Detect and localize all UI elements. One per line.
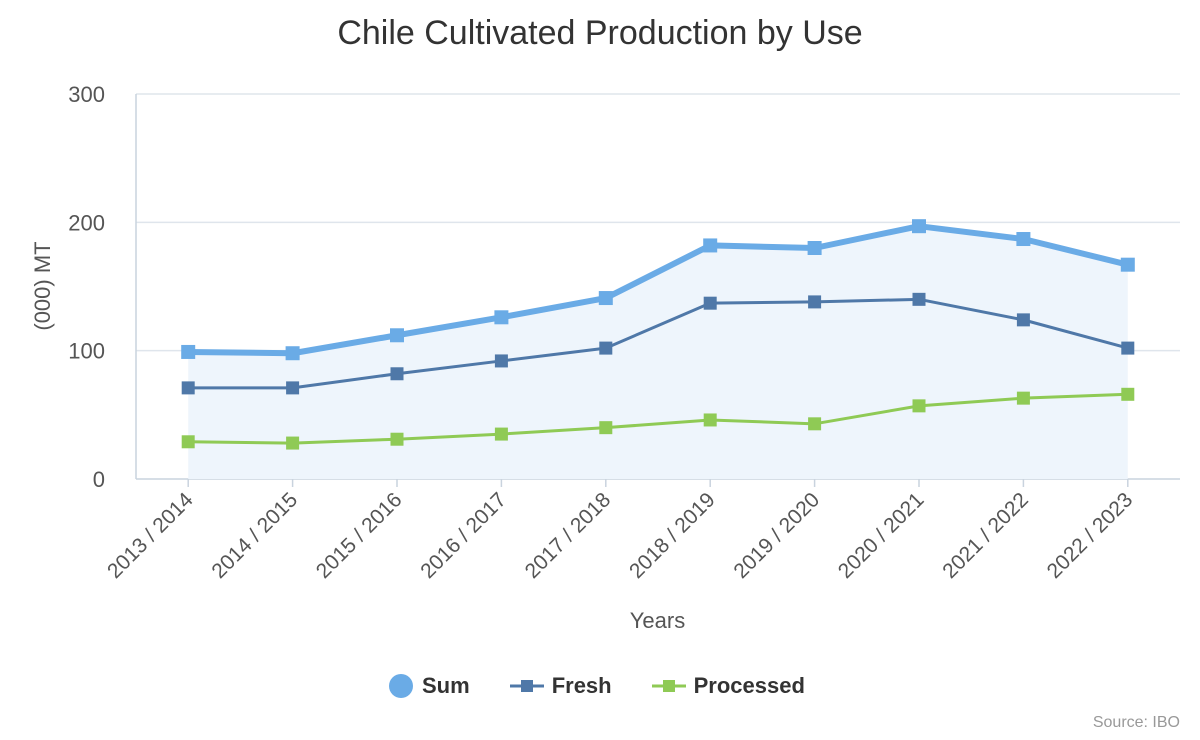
sum-point — [181, 344, 196, 359]
processed-line — [188, 392, 1128, 445]
x-tick-label: 2016 / 2017 — [416, 488, 511, 583]
x-tick-label: 2017 / 2018 — [521, 488, 616, 583]
legend-processed-icon — [651, 680, 686, 692]
fresh-point — [1121, 341, 1135, 355]
processed-point — [599, 421, 613, 435]
processed-point — [181, 435, 195, 449]
sum-line — [188, 223, 1129, 357]
processed-point — [494, 427, 508, 441]
fresh-point — [599, 341, 613, 355]
y-axis-label: (000) MT — [30, 241, 55, 331]
processed-point — [1016, 391, 1030, 405]
x-tick-label: 2015 / 2016 — [312, 488, 407, 583]
processed-point — [390, 432, 404, 446]
x-tick-label: 2013 / 2014 — [103, 488, 198, 583]
legend: Sum Fresh Processed — [388, 668, 805, 704]
legend-fresh-icon — [509, 680, 544, 692]
fresh-point — [703, 296, 717, 310]
legend-item-sum[interactable]: Sum — [388, 673, 470, 699]
legend-label-sum: Sum — [422, 673, 470, 698]
sum-point — [285, 346, 300, 361]
processed-point — [808, 417, 822, 431]
y-tick-label: 300 — [68, 82, 105, 107]
processed-point — [912, 399, 926, 413]
chart-title: Chile Cultivated Production by Use — [337, 14, 863, 52]
sum-point — [912, 219, 926, 234]
sum-area — [188, 226, 1128, 479]
x-tick-label: 2021 / 2022 — [938, 488, 1033, 583]
fresh-point — [390, 367, 404, 381]
legend-label-fresh: Fresh — [551, 673, 612, 698]
sum-point — [390, 328, 404, 343]
legend-item-fresh[interactable]: Fresh — [509, 673, 612, 699]
x-tick-label: 2014 / 2015 — [207, 488, 302, 583]
x-tick-label: 2019 / 2020 — [729, 488, 824, 583]
x-axis-label: Years — [629, 608, 686, 633]
legend-label-processed: Processed — [693, 673, 805, 698]
processed-point — [286, 436, 300, 450]
fresh-line — [188, 297, 1129, 390]
sum-point — [494, 310, 509, 325]
legend-sum-icon — [389, 674, 413, 698]
sum-point — [1016, 232, 1031, 247]
processed-point — [1121, 387, 1135, 401]
y-tick-label: 100 — [68, 339, 105, 364]
legend-item-processed[interactable]: Processed — [651, 673, 805, 699]
fresh-point — [494, 354, 508, 368]
fresh-point — [286, 381, 300, 395]
sum-point — [598, 291, 613, 306]
sum-point — [807, 241, 822, 255]
fresh-point — [1016, 313, 1030, 327]
fresh-point — [912, 292, 926, 306]
fresh-point — [808, 295, 822, 309]
x-tick-label: 2018 / 2019 — [625, 488, 720, 583]
y-tick-label: 0 — [93, 467, 105, 492]
processed-point — [703, 413, 717, 427]
fresh-point — [181, 381, 195, 395]
x-tick-label: 2020 / 2021 — [834, 488, 929, 583]
sum-point — [1120, 257, 1135, 272]
y-tick-label: 200 — [68, 210, 105, 235]
sum-point — [703, 238, 718, 253]
source-note: Source: IBO — [1092, 714, 1180, 731]
x-tick-label: 2022 / 2023 — [1043, 488, 1138, 583]
